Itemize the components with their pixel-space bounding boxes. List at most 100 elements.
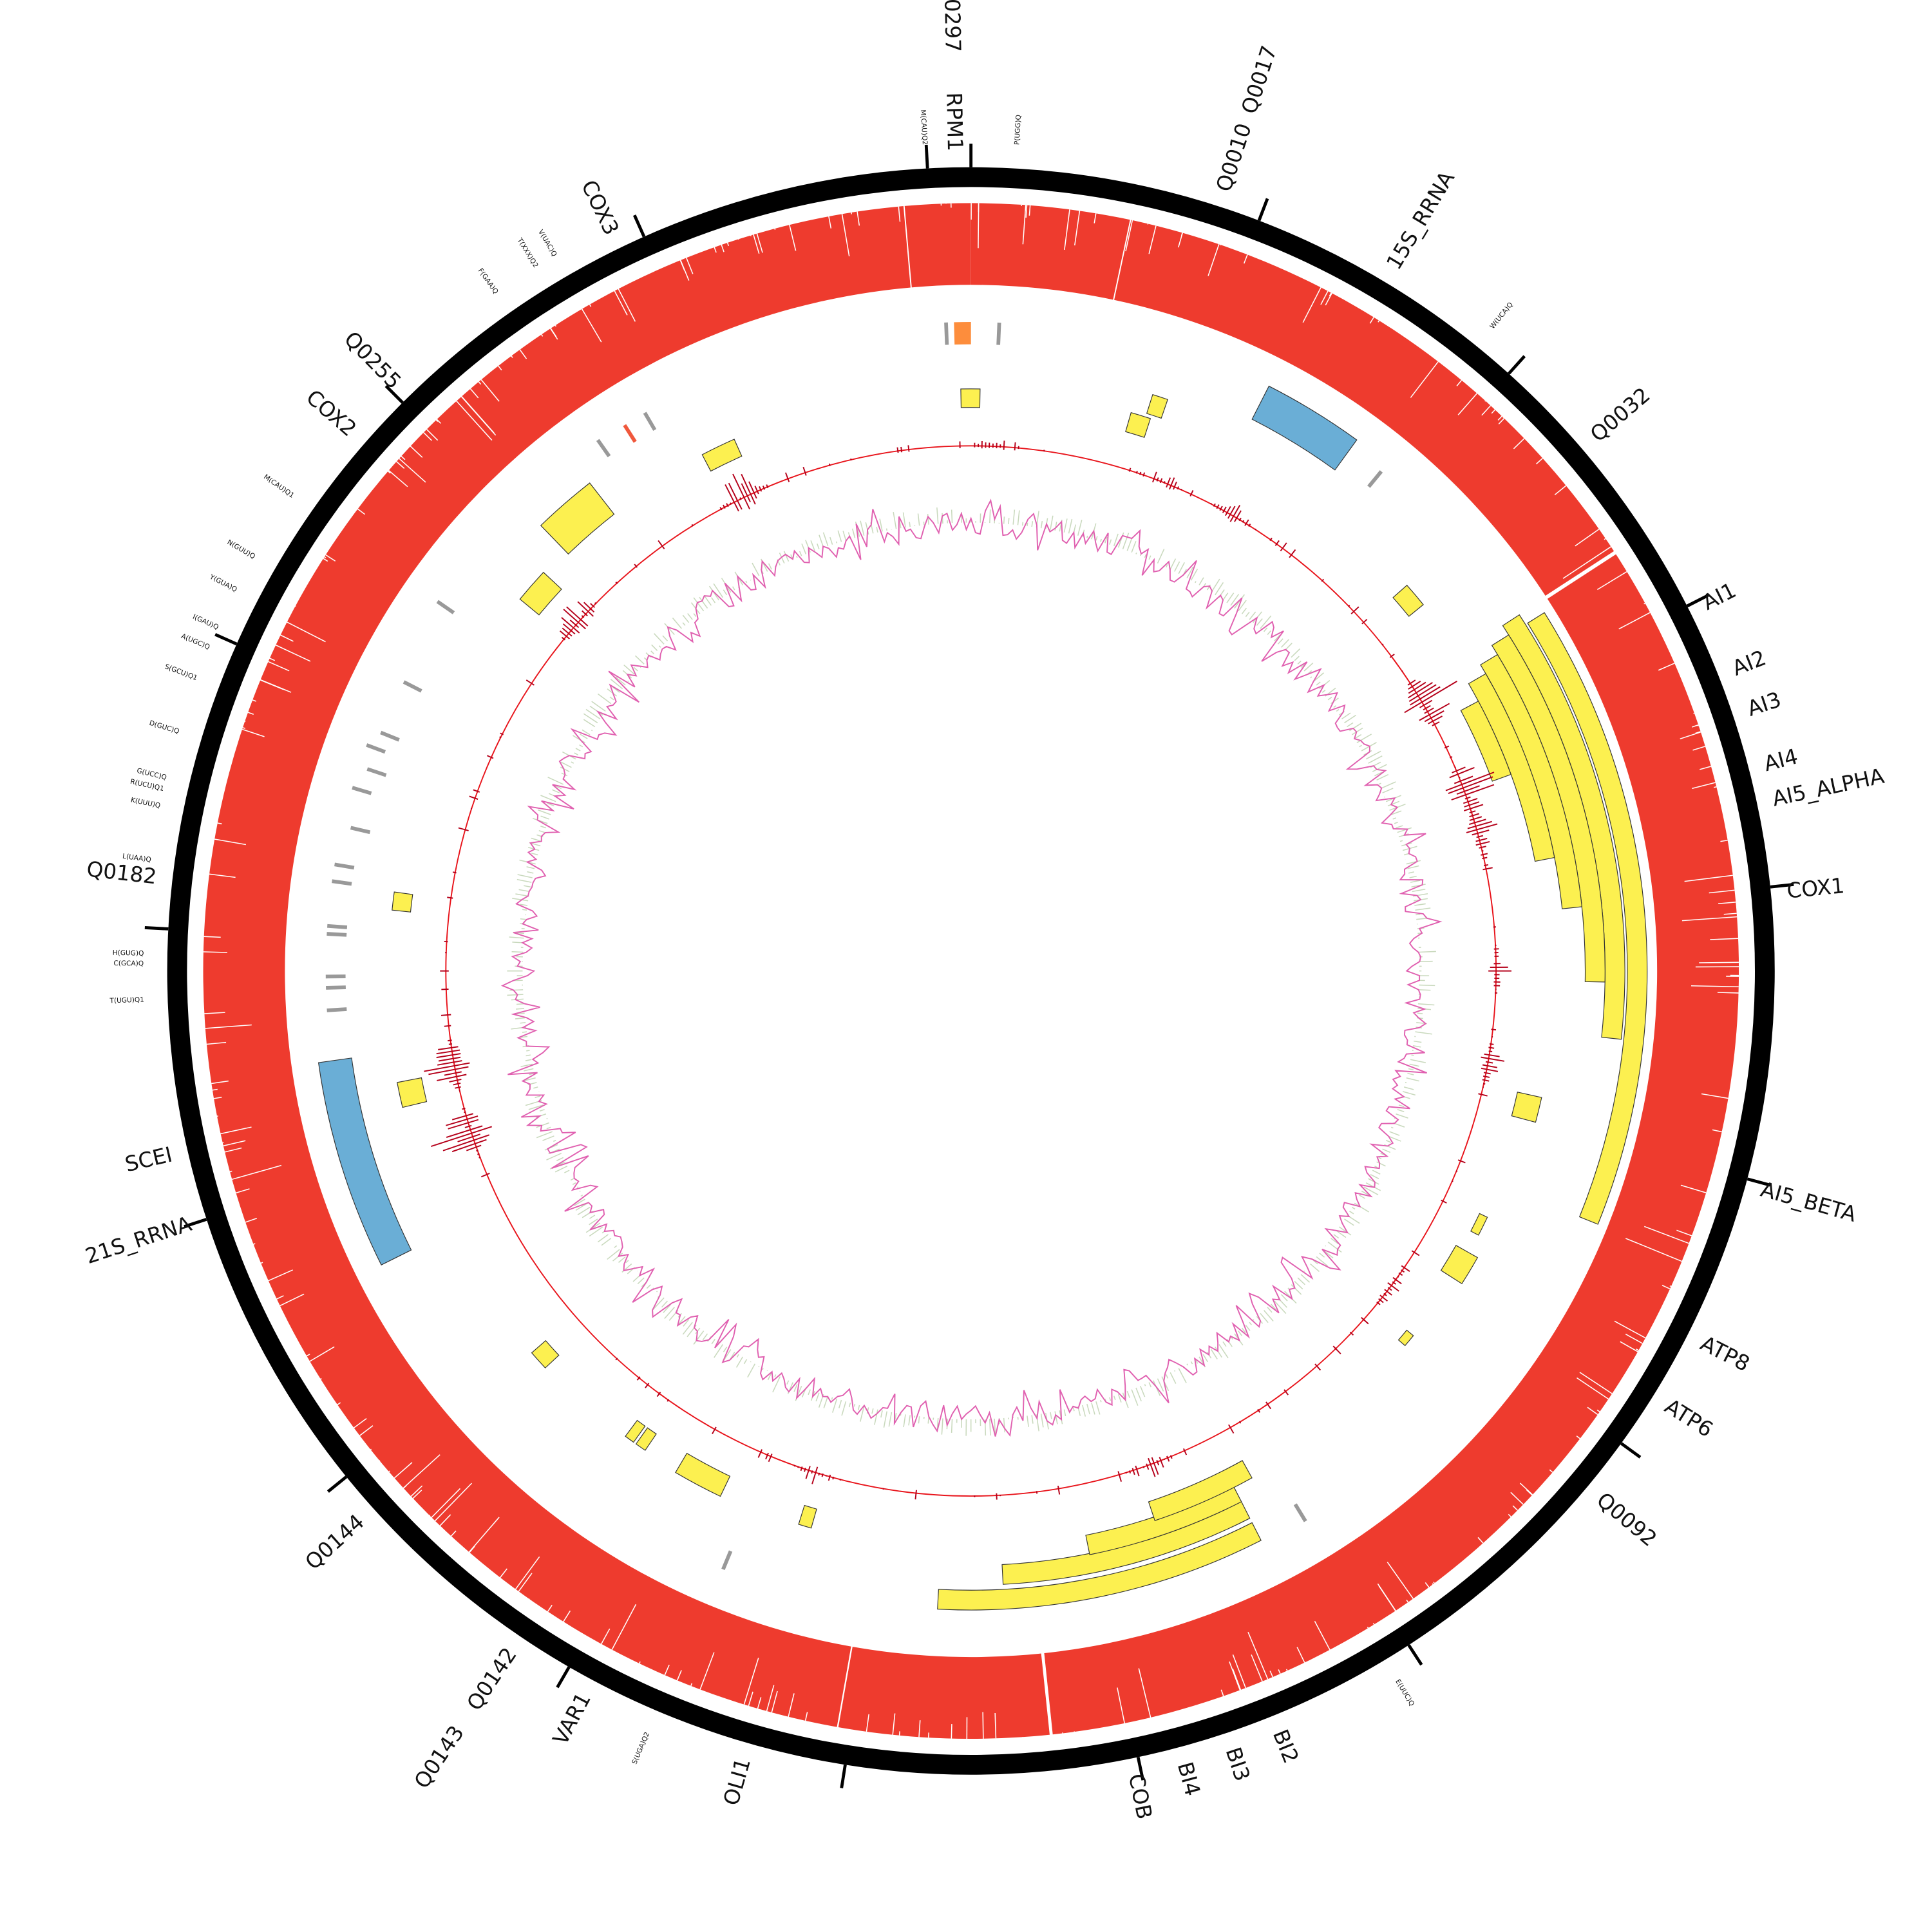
coverage-dip xyxy=(1456,379,1463,386)
gc-shade xyxy=(1310,1263,1320,1273)
variant-spike xyxy=(1387,1282,1399,1292)
coverage-dip xyxy=(396,461,405,469)
variant-spike xyxy=(1387,1287,1392,1291)
coverage-gap xyxy=(1041,1651,1054,1738)
gc-shade xyxy=(865,522,869,535)
gc-shade xyxy=(903,1414,906,1428)
coverage-dip xyxy=(866,1714,869,1732)
trna-label: I(GAU)Q xyxy=(191,613,220,632)
gc-shade xyxy=(1017,510,1020,526)
coverage-dip xyxy=(279,1293,305,1307)
coverage-dip xyxy=(519,349,527,359)
variant-spike xyxy=(914,1490,917,1500)
coverage-dip xyxy=(788,1693,795,1717)
gc-shade xyxy=(799,551,802,556)
trna-mark xyxy=(1293,1503,1307,1522)
coverage-dip xyxy=(1410,361,1439,398)
gc-shade xyxy=(1144,1384,1146,1387)
variant-spike xyxy=(1146,1463,1150,1470)
gc-shade xyxy=(1374,772,1383,777)
gc-shade xyxy=(575,748,581,752)
variant-spike xyxy=(730,502,732,505)
gc-shade xyxy=(860,1406,865,1422)
variant-spike xyxy=(442,1134,490,1151)
coverage-dip xyxy=(1320,290,1329,305)
variant-spike xyxy=(1170,1455,1173,1459)
variant-spike xyxy=(1183,1448,1188,1455)
gene-label: AI1 xyxy=(1699,578,1740,615)
coverage-dip xyxy=(1406,1599,1409,1603)
coverage-dip xyxy=(1577,1377,1609,1400)
variant-spike xyxy=(1445,772,1495,791)
gc-shade xyxy=(1396,825,1403,829)
trna-mark xyxy=(596,439,611,458)
variant-spike xyxy=(712,1426,717,1434)
coverage-dip xyxy=(1643,603,1645,605)
gc-shade xyxy=(598,693,612,705)
coverage-dip xyxy=(1498,418,1505,425)
gc-shade xyxy=(702,1333,708,1341)
gc-shade xyxy=(664,1307,675,1319)
coverage-dip xyxy=(275,644,311,662)
variant-spike xyxy=(1469,816,1482,821)
variant-spike xyxy=(645,1383,650,1388)
variant-spike xyxy=(748,481,757,499)
coverage-dip xyxy=(1477,1537,1484,1544)
variant-spike xyxy=(1398,1272,1403,1276)
coverage-dip xyxy=(1714,786,1717,788)
coverage-dip xyxy=(435,419,439,422)
gc-shade xyxy=(1294,656,1300,661)
variant-spike xyxy=(1419,703,1450,721)
gc-shade xyxy=(546,1153,562,1160)
coverage-dip xyxy=(1325,292,1332,306)
coverage-dip xyxy=(563,1610,571,1622)
variant-spike xyxy=(766,484,769,489)
gc-shade xyxy=(832,1398,838,1413)
coverage-dip xyxy=(664,1664,670,1676)
gc-shade xyxy=(1382,788,1394,793)
coverage-dip xyxy=(1526,1489,1533,1496)
variant-spike xyxy=(1135,1465,1140,1477)
gc-shade xyxy=(1411,884,1426,888)
gc-shade xyxy=(1135,552,1137,554)
gc-shade xyxy=(1333,1234,1340,1239)
gc-shade xyxy=(646,1284,651,1289)
coverage-dip xyxy=(721,244,724,252)
trna-label: H(GUG)Q xyxy=(113,949,144,958)
gc-shade xyxy=(1392,817,1397,820)
coverage-dip xyxy=(306,1353,310,1357)
coverage-dip xyxy=(325,554,336,562)
variant-spike xyxy=(1289,549,1296,558)
coverage-dip xyxy=(1481,405,1492,416)
variant-spike xyxy=(784,472,790,482)
gc-shade xyxy=(1415,907,1431,911)
coverage-dip xyxy=(269,658,276,661)
variant-spike xyxy=(667,1399,670,1402)
gc-shade xyxy=(1402,1091,1416,1096)
variant-spike xyxy=(828,463,831,466)
gc-shade xyxy=(1113,533,1119,547)
variant-spike xyxy=(821,1473,824,1477)
gc-shade xyxy=(853,1403,856,1407)
variant-spike xyxy=(1314,1363,1321,1371)
gc-shade xyxy=(732,586,735,591)
intron-block xyxy=(540,482,615,555)
coverage-dip xyxy=(857,211,860,226)
gc-shade xyxy=(1312,1260,1318,1265)
gc-shade xyxy=(703,595,712,606)
gc-shade xyxy=(1198,577,1204,585)
gc-shade xyxy=(783,551,790,562)
gc-shade xyxy=(860,520,865,536)
coverage-dip xyxy=(1094,213,1097,223)
gc-shade xyxy=(515,893,529,897)
intron-block xyxy=(675,1452,731,1497)
variant-spike xyxy=(1139,1467,1141,1469)
scale-tick xyxy=(924,144,929,169)
variant-spike xyxy=(741,483,751,502)
gc-shade xyxy=(1397,827,1412,833)
coverage-dip xyxy=(1636,1348,1639,1351)
variant-spike xyxy=(1332,1345,1341,1354)
variant-spike xyxy=(487,755,494,759)
trna-label: V(UAC)Q xyxy=(536,229,558,258)
gc-shade xyxy=(1415,1031,1432,1035)
